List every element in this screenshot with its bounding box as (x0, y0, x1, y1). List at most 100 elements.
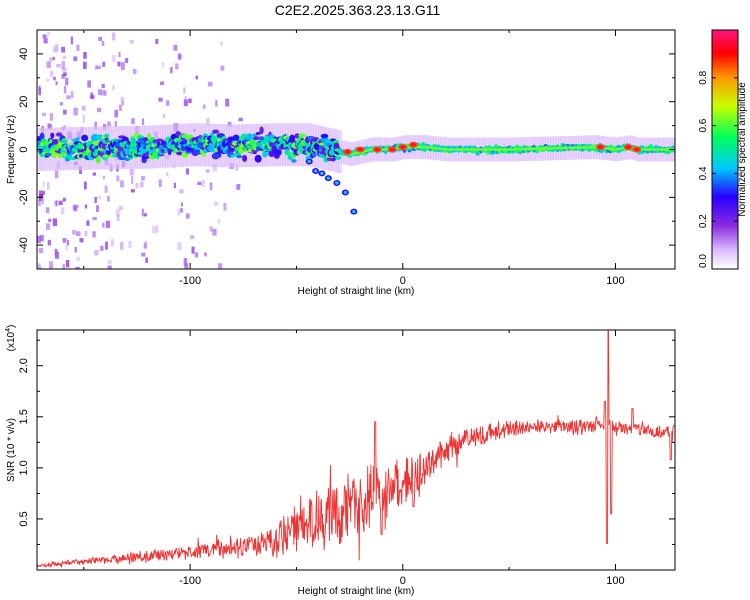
colorbar-segment (712, 65, 738, 69)
heatmap-core-cell (446, 148, 449, 151)
heatmap-noise-cell (38, 247, 44, 254)
colorbar-segment (712, 115, 738, 119)
heatmap-core-cell (667, 148, 670, 151)
colorbar-segment (712, 225, 738, 228)
heatmap-noise-cell (209, 226, 213, 232)
colorbar-segment (712, 79, 738, 83)
heatmap-core-cell (354, 151, 357, 155)
heatmap-noise-cell (48, 218, 52, 222)
heatmap-noise-cell (38, 85, 41, 92)
heatmap-noise-cell (158, 97, 163, 102)
heatmap-ridge-cell (242, 154, 248, 162)
heatmap-branch-core (352, 210, 356, 214)
heatmap-core-cell (397, 147, 400, 150)
heatmap-core-cell (501, 148, 504, 151)
colorbar-segment (712, 87, 738, 91)
colorbar-segment (712, 89, 738, 93)
heatmap-noise-cell (129, 39, 134, 44)
heatmap-core-cell (574, 146, 577, 149)
colorbar-segment (712, 219, 738, 222)
colorbar-segment (712, 83, 738, 87)
heatmap-core-cell (546, 147, 550, 150)
heatmap-noise-cell (179, 189, 184, 194)
heatmap-noise-cell (65, 77, 69, 86)
heatmap-core-cell (467, 148, 470, 151)
colorbar-segment (712, 229, 738, 232)
heatmap-noise-cell (117, 61, 121, 67)
colorbar-segment (712, 227, 738, 230)
heatmap-noise-cell (180, 208, 183, 213)
heatmap-core-cell (587, 146, 591, 149)
colorbar-tick-label: 0.6 (698, 118, 709, 132)
heatmap-noise-cell (63, 109, 67, 115)
heatmap-core-cell (533, 147, 536, 151)
heatmap-noise-cell (129, 168, 134, 176)
heatmap-core-cell (417, 145, 420, 149)
colorbar-segment (712, 57, 738, 61)
heatmap-noise-cell (145, 257, 149, 263)
heatmap-core-cell (642, 148, 645, 151)
colorbar-tick-label: 0.4 (698, 166, 709, 180)
heatmap-noise-cell (54, 251, 60, 259)
heatmap-noise-cell (74, 246, 77, 253)
heatmap-core-cell (356, 151, 359, 154)
heatmap-noise-cell (73, 107, 78, 116)
colorbar-label: Normalized spectral amplitude (737, 82, 748, 217)
heatmap-noise-cell (186, 213, 190, 219)
heatmap-noise-cell (83, 52, 87, 59)
colorbar-segment (712, 149, 738, 153)
snr-xlabel: Height of straight line (km) (298, 586, 415, 597)
heatmap-noise-cell (62, 264, 66, 269)
heatmap-noise-cell (60, 207, 65, 215)
heatmap-noise-cell (49, 70, 54, 78)
heatmap-core-cell (449, 148, 453, 151)
x-tick-label: -100 (179, 275, 201, 287)
heatmap-noise-cell (177, 208, 181, 216)
heatmap-noise-cell (41, 112, 47, 117)
heatmap-core-cell (664, 148, 667, 151)
colorbar-segment (712, 141, 738, 145)
heatmap-noise-cell (206, 118, 210, 126)
snr-x-tick-label: -100 (179, 575, 201, 587)
heatmap-noise-cell (55, 200, 58, 207)
heatmap-ridge-cell (289, 134, 296, 143)
colorbar: 0.0 0.2 0.4 0.6 0.8 Normalized spectral ampli… (698, 29, 748, 270)
heatmap-noise-cell (87, 80, 91, 88)
snr-y-tick-label: 1.5 (18, 409, 30, 424)
heatmap-noise-cell (180, 202, 183, 207)
heatmap-core-cell (657, 148, 660, 151)
heatmap-core-cell (432, 146, 436, 150)
colorbar-segment (712, 263, 738, 266)
colorbar-segment (712, 195, 738, 198)
heatmap-core-cell (453, 148, 456, 151)
heatmap-noise-cell (97, 195, 102, 200)
heatmap-core-cell (538, 147, 541, 150)
heatmap-core-cell (666, 148, 669, 151)
heatmap-noise-cell (111, 32, 116, 41)
heatmap-core-cell (455, 148, 458, 151)
heatmap-noise-cell (208, 81, 213, 87)
heatmap-noise-cell (59, 102, 63, 106)
heatmap-noise-cell (74, 204, 79, 209)
heatmap-noise-cell (67, 240, 70, 246)
heatmap-noise-cell (135, 182, 139, 189)
colorbar-segment (712, 63, 738, 67)
heatmap-noise-cell (94, 121, 98, 130)
colorbar-segment (712, 161, 738, 165)
heatmap-core-cell (567, 146, 570, 150)
colorbar-segment (712, 113, 738, 117)
heatmap-noise-cell (84, 204, 88, 209)
heatmap-noise-cell (217, 219, 221, 224)
heatmap-noise-cell (43, 38, 48, 44)
snr-plot-background (37, 330, 675, 570)
heatmap-noise-cell (104, 185, 108, 193)
heatmap-core-cell (584, 146, 587, 149)
heatmap-noise-cell (65, 259, 70, 268)
colorbar-segment (712, 261, 738, 264)
colorbar-segment (712, 145, 738, 149)
heatmap-ridge-cell (311, 152, 317, 158)
heatmap-noise-cell (45, 207, 50, 214)
heatmap-ridge-cell (254, 154, 262, 163)
heatmap-noise-cell (45, 78, 50, 82)
